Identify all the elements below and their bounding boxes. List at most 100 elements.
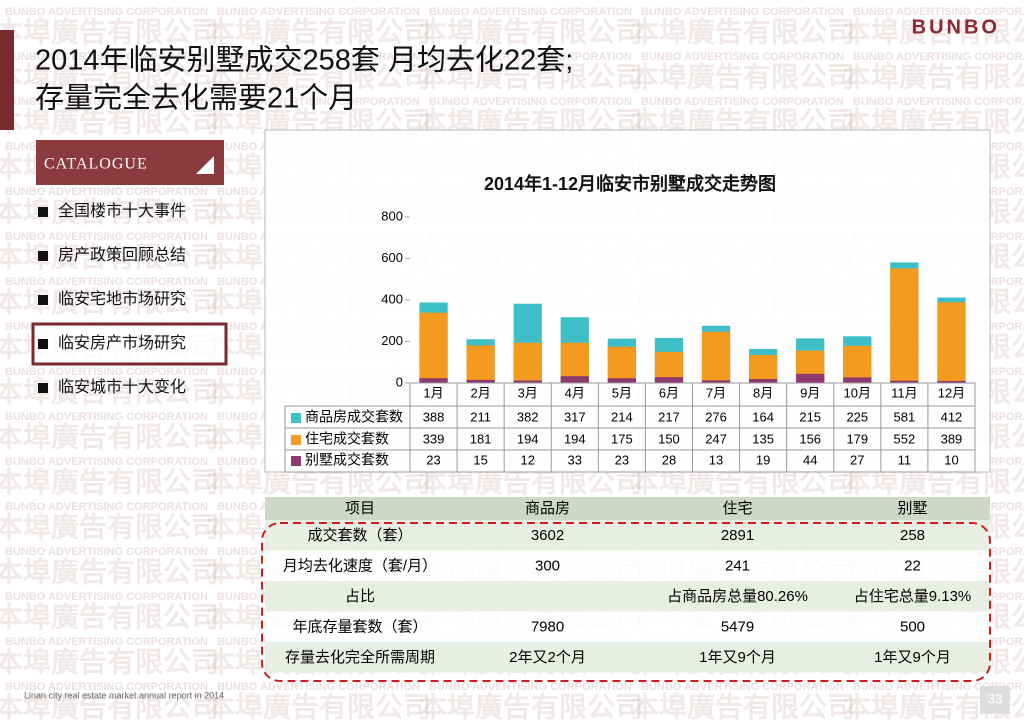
- catalogue-item[interactable]: 房产政策回顾总结: [58, 246, 186, 264]
- catalogue-box: [36, 140, 224, 185]
- catalogue-item[interactable]: 全国楼市十大事件: [58, 202, 186, 220]
- watermark-en: BUNBO ADVERTISING CORPORATION: [5, 231, 208, 243]
- y-tick-label: 400: [381, 291, 403, 306]
- table-header: 别墅: [897, 500, 927, 517]
- page-box: [980, 686, 1010, 714]
- data-label: 211: [470, 409, 491, 424]
- legend-label: 商品房成交套数: [305, 409, 403, 425]
- table-cell: 241: [725, 558, 750, 575]
- table-header: 住宅: [722, 500, 752, 517]
- table-cell: 月均去化速度（套/月）: [283, 558, 437, 575]
- y-tick-label: 200: [381, 333, 403, 348]
- bar: [749, 379, 778, 383]
- x-tick-label: 4月: [565, 385, 585, 400]
- data-label: 214: [611, 409, 633, 424]
- legend-label: 住宅成交套数: [305, 431, 389, 447]
- bar: [419, 378, 448, 383]
- bar: [843, 345, 872, 383]
- bullet: [38, 251, 48, 261]
- data-label: 181: [470, 431, 492, 446]
- legend-label: 别墅成交套数: [305, 452, 389, 468]
- table-cell: 5479: [721, 619, 754, 636]
- watermark-cn: 本埠廣告有限公司: [419, 61, 643, 92]
- watermark-en: BUNBO ADVERTISING CORPORATION: [5, 6, 208, 18]
- y-tick-label: 800: [381, 208, 403, 223]
- data-label: 19: [756, 452, 770, 467]
- watermark-cn: 本埠廣告有限公司: [0, 601, 219, 632]
- data-label: 12: [520, 452, 534, 467]
- table-cell: 占比: [345, 588, 375, 605]
- bar: [701, 331, 731, 383]
- bar: [466, 379, 495, 383]
- x-tick-label: 2月: [471, 385, 491, 400]
- table-row-bg: [265, 581, 990, 612]
- catalogue-heading: CATALOGUE: [44, 156, 148, 173]
- legend-swatch: [291, 435, 301, 445]
- watermark-en: BUNBO ADVERTISING CORPORATION: [5, 501, 208, 513]
- catalogue-item[interactable]: 临安城市十大变化: [58, 378, 186, 396]
- table-cell: 年底存量套数（套）: [292, 619, 427, 636]
- data-label: 552: [894, 431, 916, 446]
- bar: [654, 377, 684, 383]
- data-label: 11: [898, 452, 912, 467]
- bar: [560, 376, 589, 383]
- watermark-cn: 本埠廣告有限公司: [0, 421, 219, 452]
- watermark-en: BUNBO ADVERTISING CORPORATION: [641, 6, 844, 18]
- watermark-en: BUNBO ADVERTISING CORPORATION: [5, 456, 208, 468]
- table-cell: 500: [900, 619, 925, 636]
- page-number: 33: [987, 691, 1003, 707]
- watermark-en: BUNBO ADVERTISING CORPORATION: [641, 51, 844, 63]
- watermark-en: BUNBO ADVERTISING CORPORATION: [5, 96, 208, 108]
- data-label: 44: [803, 452, 817, 467]
- watermark-en: BUNBO ADVERTISING CORPORATION: [429, 51, 632, 63]
- watermark-en: BUNBO ADVERTISING CORPORATION: [429, 96, 632, 108]
- data-label: 276: [705, 409, 727, 424]
- table-header: 项目: [345, 500, 375, 517]
- x-tick-label: 9月: [800, 385, 820, 400]
- table-row-bg: [265, 611, 990, 642]
- watermark-cn: 本埠廣告有限公司: [0, 691, 219, 722]
- data-label: 339: [423, 431, 445, 446]
- table-cell: 2891: [721, 527, 754, 544]
- watermark-cn: 本埠廣告有限公司: [0, 511, 219, 542]
- watermark-cn: 本埠廣告有限公司: [0, 196, 219, 227]
- data-label: 175: [611, 431, 633, 446]
- legend-swatch: [291, 456, 301, 466]
- x-tick-label: 1月: [423, 385, 443, 400]
- side-strip: [0, 30, 14, 130]
- table-cell: 成交套数（套）: [307, 526, 412, 544]
- watermark-en: BUNBO ADVERTISING CORPORATION: [5, 276, 208, 288]
- title-line: 存量完全去化需要21个月: [35, 82, 357, 115]
- watermark-cn: 本埠廣告有限公司: [0, 556, 219, 587]
- bar: [419, 312, 448, 383]
- table-header: 商品房: [525, 500, 570, 517]
- data-label: 27: [850, 452, 864, 467]
- data-label: 15: [473, 452, 487, 467]
- bullet: [38, 339, 48, 349]
- catalogue-item[interactable]: 临安房产市场研究: [58, 334, 186, 352]
- watermark-cn: 本埠廣告有限公司: [207, 61, 431, 92]
- bar: [937, 302, 966, 383]
- data-label: 28: [662, 452, 676, 467]
- table-row-bg: [265, 550, 990, 581]
- watermark-cn: 本埠廣告有限公司: [0, 646, 219, 677]
- x-tick-label: 11月: [891, 385, 918, 400]
- bar: [937, 380, 966, 383]
- table-cell: 占住宅总量9.13%: [854, 588, 972, 605]
- watermark-cn: 本埠廣告有限公司: [0, 466, 219, 497]
- watermark-cn: 本埠廣告有限公司: [419, 16, 643, 47]
- catalogue-item[interactable]: 临安宅地市场研究: [58, 290, 186, 308]
- table-cell: 存量去化完全所需周期: [285, 648, 435, 666]
- watermark-en: BUNBO ADVERTISING CORPORATION: [5, 51, 208, 63]
- bar: [890, 380, 919, 383]
- watermark-en: BUNBO ADVERTISING CORPORATION: [429, 681, 632, 693]
- watermark-en: BUNBO ADVERTISING CORPORATION: [5, 681, 208, 693]
- y-tick-label: 600: [381, 250, 403, 265]
- data-label: 317: [564, 409, 586, 424]
- watermark-en: BUNBO ADVERTISING CORPORATION: [641, 681, 844, 693]
- data-label: 225: [846, 409, 868, 424]
- x-tick-label: 5月: [612, 385, 632, 400]
- data-label: 10: [944, 452, 958, 467]
- bar: [701, 380, 731, 383]
- watermark-cn: 本埠廣告有限公司: [207, 691, 431, 722]
